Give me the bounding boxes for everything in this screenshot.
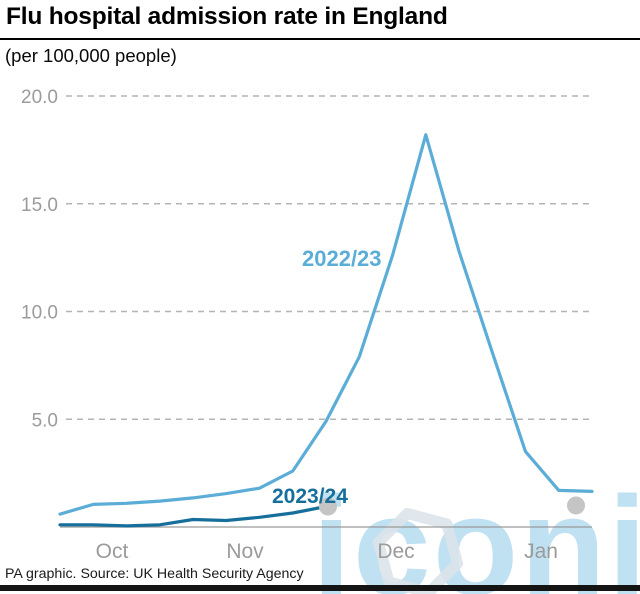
bottom-bar — [0, 585, 640, 591]
latest-point-2023-24-dot — [319, 497, 337, 516]
x-tick-label-jan: Jan — [524, 540, 558, 563]
comparison-point-2022-23-dot — [567, 496, 585, 515]
x-tick-label-oct: Oct — [96, 540, 129, 563]
watermark: iconic — [312, 467, 640, 594]
y-tick-label: 5.0 — [32, 410, 58, 431]
x-tick-label-nov: Nov — [226, 540, 264, 563]
y-tick-label: 10.0 — [21, 303, 58, 324]
series-line-2022-23 — [58, 133, 594, 516]
x-tick-label-dec: Dec — [377, 540, 414, 563]
axis-unit-label: (per 100,000 people) — [5, 45, 177, 66]
page-title: Flu hospital admission rate in England — [6, 3, 448, 30]
title-divider — [0, 38, 640, 40]
source-credit: PA graphic. Source: UK Health Security A… — [5, 566, 304, 582]
series-line-2023-24 — [58, 504, 328, 528]
hexagon-outline-icon — [372, 507, 464, 594]
series-label-2022-23: 2022/23 — [302, 246, 382, 271]
watermark-text: iconic — [312, 467, 640, 594]
y-tick-label: 20.0 — [21, 87, 58, 108]
series-label-2023-24: 2023/24 — [272, 485, 348, 508]
y-tick-label: 15.0 — [21, 195, 58, 216]
